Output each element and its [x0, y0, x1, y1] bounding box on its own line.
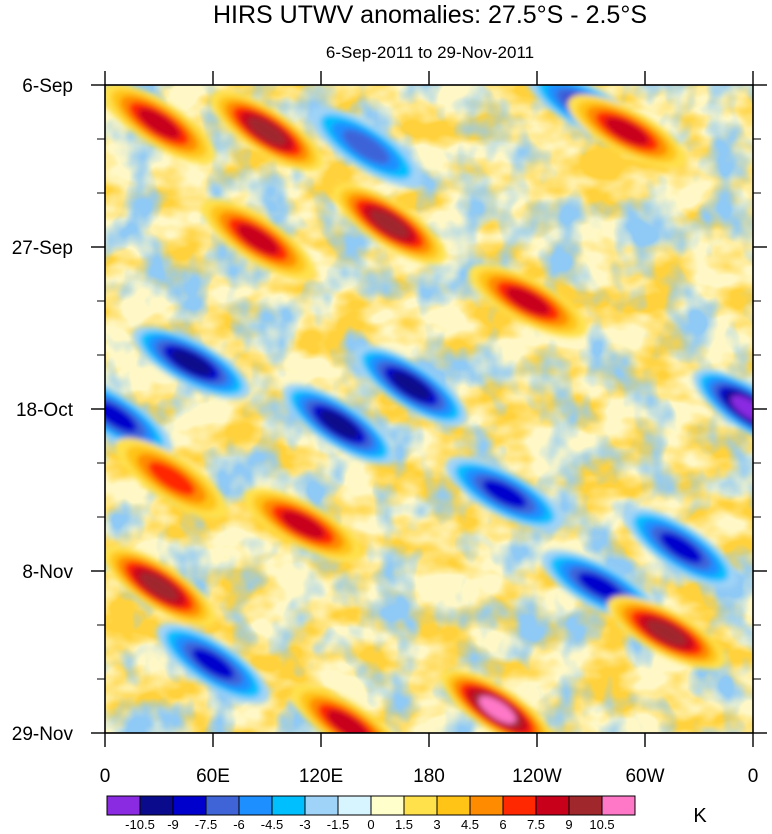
y-axis: 6-Sep 27-Sep 18-Oct 8-Nov 29-Nov — [12, 76, 767, 745]
colorbar-box — [337, 795, 372, 816]
anomaly-feature — [156, 623, 270, 704]
anomaly-feature — [624, 507, 738, 589]
x-tick-label: 180 — [413, 766, 445, 787]
contour-band — [506, 286, 550, 316]
chart-subtitle: 6-Sep-2011 to 29-Nov-2011 — [326, 43, 534, 62]
x-tick-label: 60W — [625, 766, 664, 787]
colorbar-box — [106, 795, 141, 816]
colorbar-box — [304, 795, 339, 816]
contour-band — [482, 479, 527, 508]
anomaly-feature — [309, 106, 423, 188]
x-tick-label: 0 — [748, 766, 759, 787]
colorbar-box — [139, 795, 174, 816]
colorbar-box — [205, 795, 240, 816]
plot-area — [105, 85, 753, 733]
colorbar-box — [238, 795, 273, 816]
colorbar-label: -6 — [233, 817, 245, 832]
colorbar-label: 10.5 — [589, 817, 614, 832]
colorbar-label: 6 — [499, 817, 506, 832]
anomaly-feature — [210, 90, 324, 172]
contour-band — [342, 129, 390, 164]
contour-band — [730, 395, 753, 423]
contour-band — [139, 572, 179, 601]
y-tick-label: 6-Sep — [22, 76, 73, 97]
contour-band — [236, 223, 280, 255]
contour-band — [646, 619, 688, 646]
anomaly-feature — [282, 384, 396, 465]
colorbar-box — [502, 795, 537, 816]
colorbar-box — [370, 795, 405, 816]
y-tick-label: 18-Oct — [16, 400, 74, 421]
anomaly-feature — [607, 596, 726, 670]
contour-band — [137, 108, 181, 139]
anomaly-feature — [692, 368, 753, 450]
colorbar-box — [271, 795, 306, 816]
anomaly-feature — [445, 457, 564, 531]
y-tick-label: 27-Sep — [12, 238, 73, 259]
contour-band — [247, 116, 287, 146]
x-tick-label: 120W — [512, 766, 562, 787]
anomaly-feature — [105, 85, 216, 164]
colorbar-label: -9 — [167, 817, 179, 832]
colorbar-label: -3 — [299, 817, 311, 832]
anomaly-feature — [468, 264, 588, 338]
contour-band — [191, 648, 235, 679]
contour-band — [391, 371, 431, 401]
anomaly-feature — [114, 438, 229, 519]
contour-band — [170, 349, 212, 376]
x-tick-label: 0 — [100, 766, 111, 787]
contour-band — [478, 696, 516, 724]
anomaly-feature — [132, 326, 251, 400]
contour-band — [148, 461, 195, 496]
contour-band — [605, 117, 649, 146]
colorbar-box — [436, 795, 471, 816]
colorbar-label: 9 — [565, 817, 572, 832]
anomaly-feature — [105, 546, 216, 627]
contour-band — [659, 532, 703, 564]
contour-band — [281, 510, 325, 539]
colorbar-label: 7.5 — [527, 817, 545, 832]
colorbar-label: -10.5 — [125, 817, 155, 832]
y-tick-label: 8-Nov — [22, 562, 73, 583]
colorbar-label: 4.5 — [461, 817, 479, 832]
colorbar-unit: K — [693, 805, 707, 827]
anomaly-feature — [567, 94, 687, 168]
colorbar-label: -1.5 — [327, 817, 349, 832]
colorbar-box — [568, 795, 603, 816]
x-tick-label: 60E — [196, 766, 230, 787]
anomaly-feature — [440, 669, 555, 733]
x-axis: 0 60E 120E 180 120W 60W 0 — [100, 71, 759, 787]
colorbar-box — [535, 795, 570, 816]
contour-band — [578, 572, 622, 601]
colorbar-box — [469, 795, 504, 816]
colorbar-label: -4.5 — [261, 817, 283, 832]
colorbar-label: -7.5 — [195, 817, 217, 832]
contour-band — [319, 410, 359, 439]
anomaly-feature — [332, 183, 447, 265]
colorbar-box — [172, 795, 207, 816]
anomaly-feature — [291, 684, 405, 733]
x-tick-label: 120E — [299, 766, 343, 787]
anomaly-feature — [243, 488, 363, 562]
anomaly-features — [105, 85, 753, 733]
chart-title: HIRS UTWV anomalies: 27.5°S - 2.5°S — [213, 1, 647, 29]
contour-band — [369, 209, 409, 239]
colorbar-box — [601, 795, 636, 816]
anomaly-feature — [105, 376, 173, 458]
colorbar: -10.5 -9 -7.5 -6 -4.5 -3 -1.5 0 1.5 3 4.5 6 7.5 9 10.5 — [106, 795, 636, 832]
colorbar-box — [403, 795, 438, 816]
colorbar-label: 3 — [433, 817, 440, 832]
anomaly-feature — [201, 198, 315, 280]
colorbar-label: 0 — [367, 817, 374, 832]
anomaly-feature — [354, 345, 468, 427]
y-tick-label: 29-Nov — [12, 724, 74, 745]
colorbar-label: 1.5 — [395, 817, 413, 832]
